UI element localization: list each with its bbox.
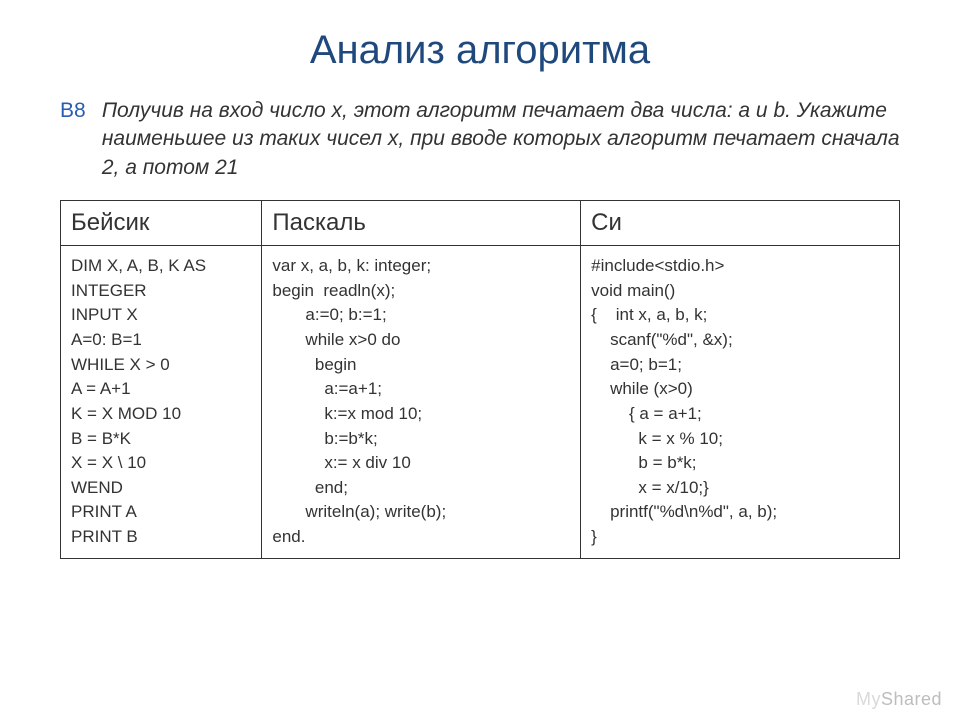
cell-basic: DIM X, A, B, K AS INTEGER INPUT X A=0: B… [61, 246, 262, 559]
page-title: Анализ алгоритма [60, 28, 900, 73]
table-header-row: Бейсик Паскаль Си [61, 201, 900, 246]
header-pascal: Паскаль [262, 201, 581, 246]
header-basic: Бейсик [61, 201, 262, 246]
task-text: Получив на вход число x, этот алгоритм п… [102, 97, 900, 182]
table-row: DIM X, A, B, K AS INTEGER INPUT X A=0: B… [61, 246, 900, 559]
slide: Анализ алгоритма B8 Получив на вход числ… [0, 0, 960, 720]
task-label: B8 [60, 97, 96, 125]
watermark: MyShared [856, 689, 942, 710]
task-paragraph: B8 Получив на вход число x, этот алгорит… [60, 97, 900, 182]
cell-pascal: var x, a, b, k: integer; begin readln(x)… [262, 246, 581, 559]
header-c: Си [581, 201, 900, 246]
cell-c: #include<stdio.h> void main() { int x, a… [581, 246, 900, 559]
watermark-text: Shared [881, 689, 942, 709]
watermark-prefix: My [856, 689, 881, 709]
code-table: Бейсик Паскаль Си DIM X, A, B, K AS INTE… [60, 200, 900, 559]
